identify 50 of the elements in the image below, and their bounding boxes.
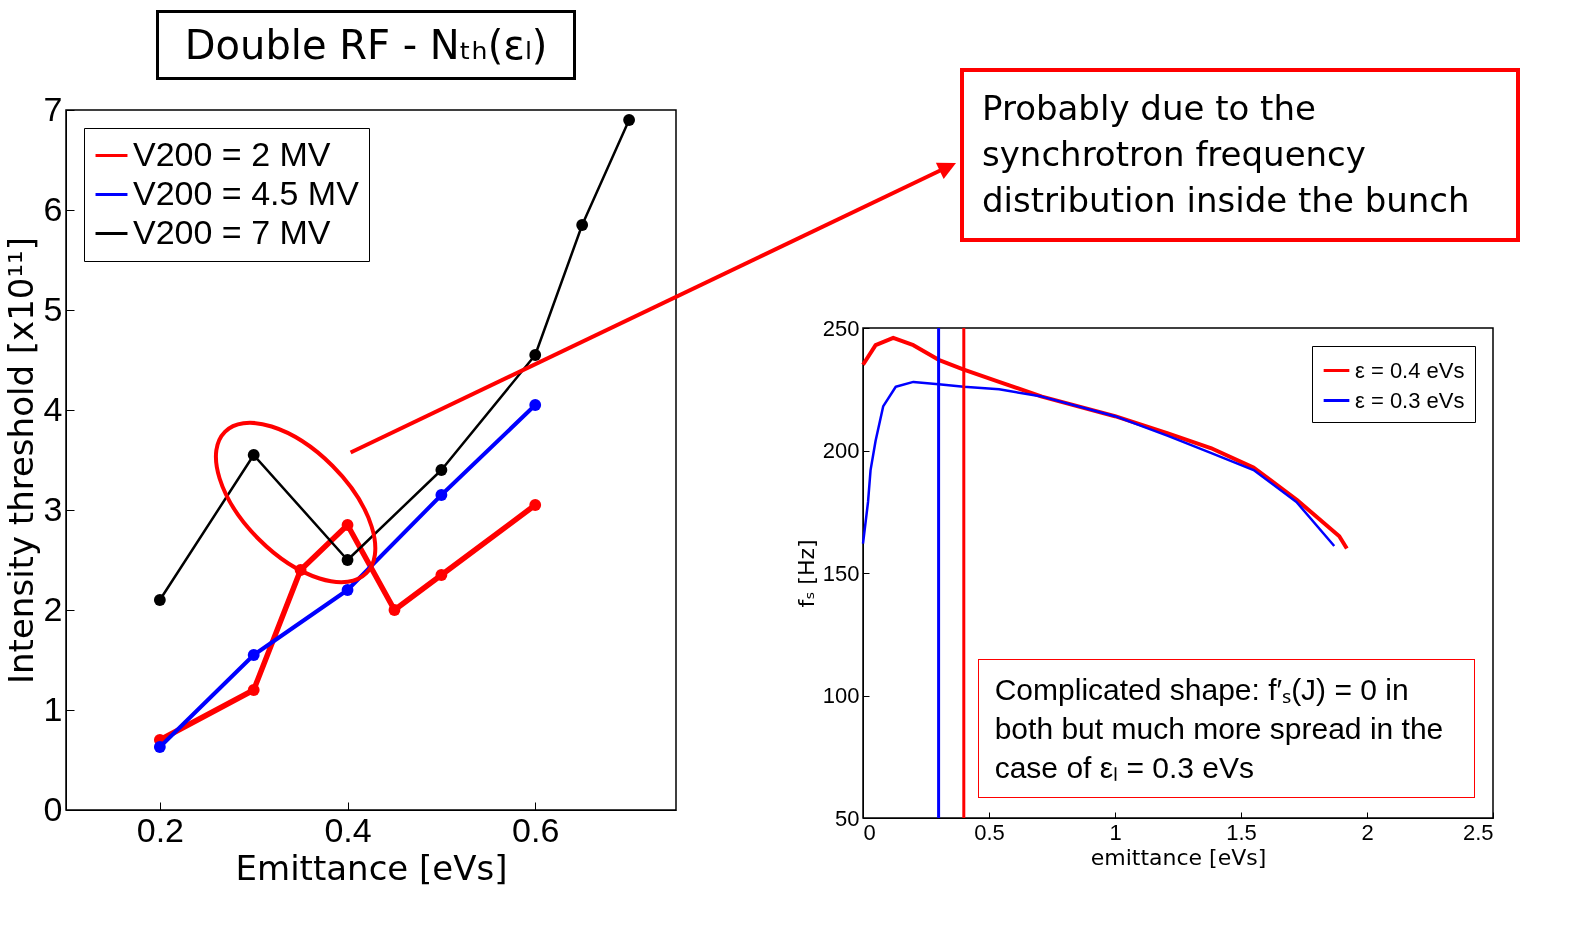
legend-label: V200 = 7 MV [133,212,331,251]
x-tick-label: 0.2 [136,810,184,849]
y-tick-label: 2 [43,589,63,628]
y-tick-label: 4 [43,389,63,428]
legend-label: V200 = 4.5 MV [133,173,360,212]
x-tick-label: 1.5 [1226,819,1257,845]
point [435,489,448,501]
text: Probably due to the synchrotron frequency distribution inside the bunch [960,68,1520,242]
point [529,399,542,411]
x-axis-title: emittance [eVs] [1090,844,1267,870]
point [247,449,260,461]
y-axis-title: Intensity threshold [x10¹¹] [0,237,41,684]
y-tick-label: 150 [822,560,860,586]
y-tick-label: 6 [43,189,63,228]
chart-title: Double RF - Nₜₕ(εₗ) [156,10,576,80]
point [247,684,260,696]
x-tick-label: 0 [863,819,876,845]
y-tick-label: 50 [835,805,860,831]
y-tick-label: 5 [43,289,63,328]
y-axis-title: fₛ [Hz] [793,539,819,608]
point [153,741,166,753]
y-tick-label: 1 [43,689,63,728]
point [435,464,448,476]
x-tick-label: 0.4 [324,810,372,849]
x-tick-label: 1 [1109,819,1122,845]
point [341,584,354,596]
point [435,569,448,581]
point [341,519,354,531]
point [153,594,166,606]
legend-label: V200 = 2 MV [133,134,331,173]
y-tick-label: 100 [822,683,860,708]
y-tick-label: 3 [43,489,63,528]
point [341,554,354,566]
x-tick-label: 2.5 [1462,819,1494,845]
point [247,649,260,661]
annotation: Complicated shape: f′ₛ(J) = 0 in both but much more spread in the case of εₗ = 0.3 eVs [977,659,1476,799]
x-tick-label: 2 [1361,819,1374,845]
point [623,114,635,126]
x-axis-title: Emittance [eVs] [235,847,508,888]
y-tick-label: 250 [822,315,860,341]
y-tick-label: 200 [822,438,860,463]
x-tick-label: 0.6 [512,810,560,849]
x-tick-label: 0.5 [974,819,1005,845]
point [388,604,401,616]
point [529,349,542,361]
point [529,499,542,511]
y-tick-label: 7 [43,89,63,128]
legend-label: ε = 0.4 eVs [1355,357,1465,383]
legend-label: ε = 0.3 eVs [1355,387,1465,413]
point [576,219,589,231]
